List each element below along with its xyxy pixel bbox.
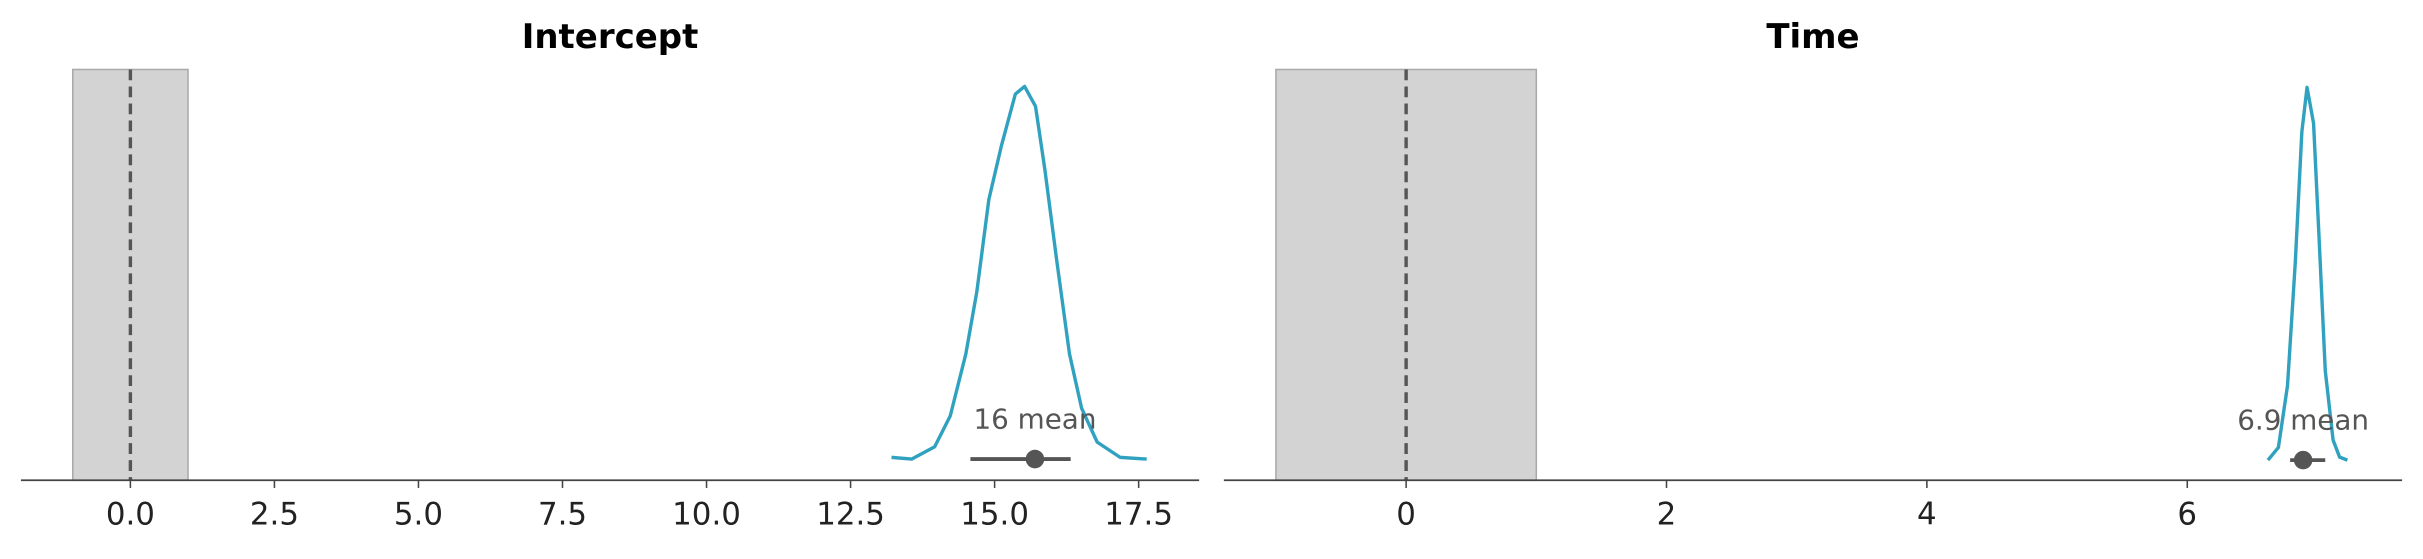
x-tick-label: 5.0 — [394, 496, 443, 532]
point-estimate — [2293, 450, 2313, 470]
x-tick-label: 7.5 — [538, 496, 587, 532]
density-curve — [2266, 85, 2349, 462]
x-tick-label: 0 — [1396, 496, 1416, 532]
x-tick-label: 12.5 — [816, 496, 885, 532]
panel-title: Time — [1766, 17, 1859, 57]
x-tick-label: 15.0 — [960, 496, 1029, 532]
x-tick-label: 17.5 — [1104, 496, 1173, 532]
panel-title: Intercept — [522, 17, 699, 57]
x-tick-label: 2.5 — [250, 496, 299, 532]
x-tick-label: 10.0 — [672, 496, 741, 532]
point-estimate-label: 16 mean — [973, 402, 1096, 435]
x-tick-label: 2 — [1657, 496, 1677, 532]
x-tick-label: 0.0 — [106, 496, 155, 532]
point-estimate-label: 6.9 mean — [2237, 404, 2369, 437]
density-curve — [891, 84, 1147, 461]
x-tick-label: 4 — [1917, 496, 1937, 532]
point-estimate — [1025, 449, 1045, 469]
x-tick-label: 6 — [2177, 496, 2197, 532]
